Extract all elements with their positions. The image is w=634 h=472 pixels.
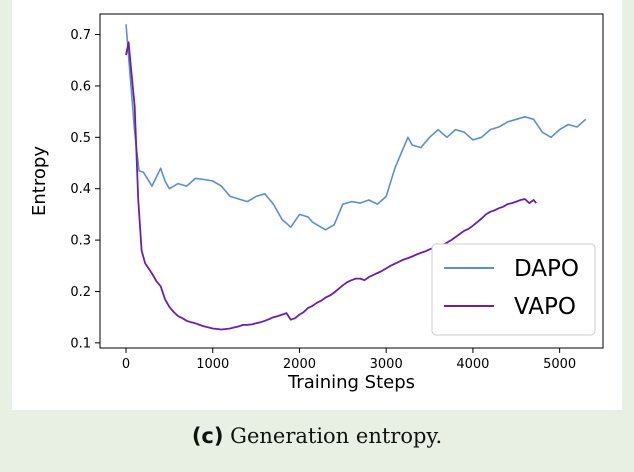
- x-tick-label: 0: [122, 357, 130, 372]
- y-axis-label: Entropy: [29, 146, 50, 216]
- y-tick-label: 0.3: [70, 234, 91, 249]
- x-tick-label: 2000: [283, 357, 316, 372]
- caption-text: Generation entropy.: [230, 424, 443, 448]
- y-tick-label: 0.4: [70, 182, 91, 197]
- y-tick-label: 0.7: [70, 28, 91, 43]
- axis-ticks: 0 1000 2000 3000 4000 5000 0.1 0.2 0.3 0.4 0.5 0.6 0…: [70, 28, 576, 372]
- line-chart: 0 1000 2000 3000 4000 5000 0.1 0.2 0.3 0.4 0.5 0.6 0…: [29, 13, 604, 393]
- caption-label: (c): [191, 424, 224, 448]
- series-layer: [125, 24, 587, 331]
- x-tick-label: 1000: [196, 357, 229, 372]
- x-tick-label: 4000: [456, 357, 489, 372]
- x-tick-label: 3000: [370, 357, 403, 372]
- series-line-dapo: [125, 24, 587, 231]
- legend-label-vapo: VAPO: [514, 294, 576, 320]
- x-axis-label: Training Steps: [287, 372, 415, 393]
- x-tick-label: 5000: [543, 357, 576, 372]
- legend-label-dapo: DAPO: [514, 256, 579, 282]
- y-tick-label: 0.5: [70, 131, 91, 146]
- series-line-vapo: [125, 41, 537, 331]
- legend: DAPO VAPO: [431, 243, 596, 336]
- y-tick-label: 0.1: [70, 336, 91, 351]
- y-tick-label: 0.6: [70, 79, 91, 94]
- legend-box: [431, 243, 596, 336]
- chart-figure: 0 1000 2000 3000 4000 5000 0.1 0.2 0.3 0.4 0.5 0.6 0…: [12, 0, 622, 410]
- y-tick-label: 0.2: [70, 285, 91, 300]
- figure-caption: (c) Generation entropy.: [0, 424, 634, 448]
